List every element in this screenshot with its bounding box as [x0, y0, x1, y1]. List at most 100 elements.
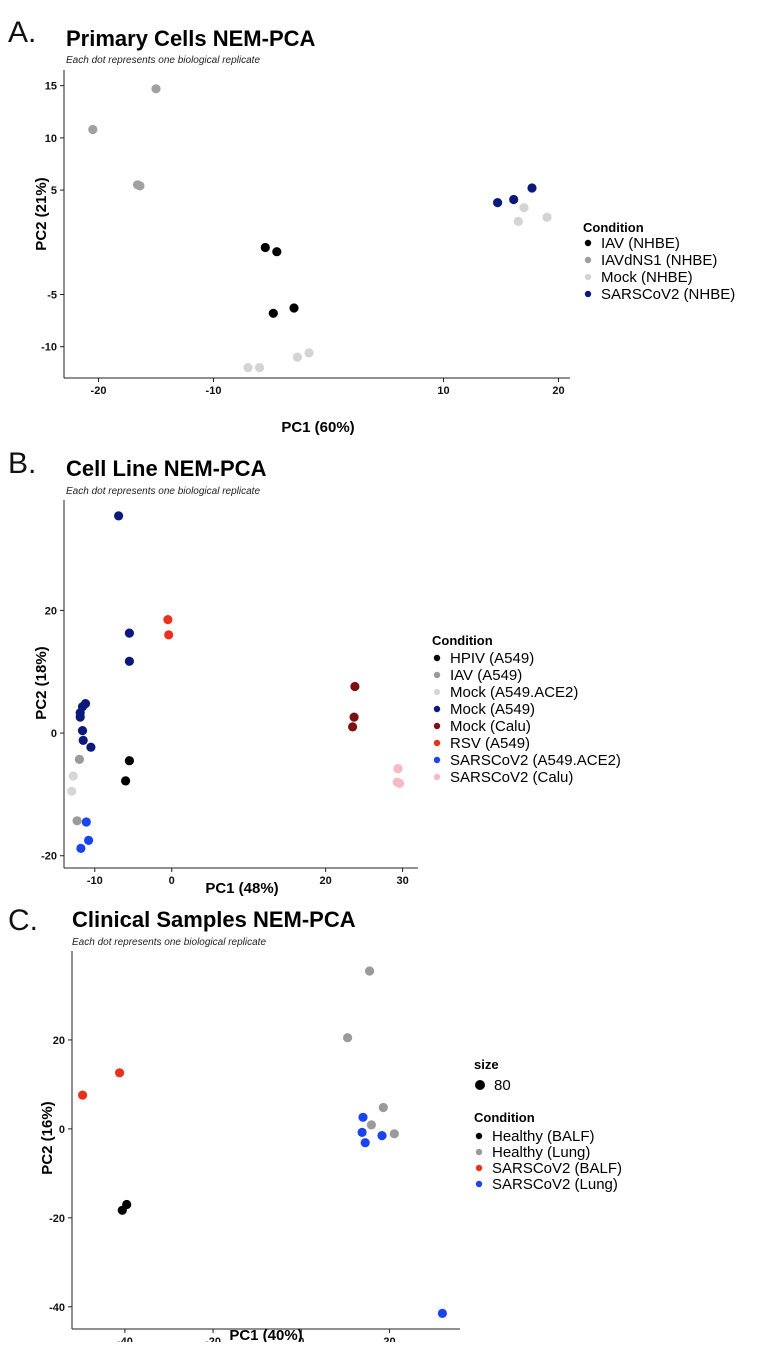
data-point — [88, 124, 98, 135]
data-point — [243, 363, 253, 373]
x-tick-label: -20 — [91, 385, 107, 397]
legend-marker — [475, 1180, 483, 1188]
legend-item-label: RSV (A549) — [450, 735, 530, 752]
data-point — [272, 247, 282, 257]
legend-item-label: HPIV (A549) — [450, 650, 534, 667]
y-axis-label: PC2 (21%) — [33, 177, 50, 250]
data-point — [124, 656, 134, 666]
y-tick-label: 20 — [53, 1035, 65, 1047]
y-tick-label: 0 — [59, 1124, 65, 1136]
data-point — [349, 712, 359, 722]
data-point — [254, 363, 265, 373]
legend-size-value: 80 — [494, 1077, 511, 1094]
data-point — [377, 1131, 387, 1141]
data-point — [348, 722, 358, 732]
x-tick-label: 20 — [383, 1336, 395, 1342]
legend-size-title: size — [474, 1057, 499, 1072]
x-tick-label: 30 — [396, 875, 408, 887]
legend-marker — [433, 705, 441, 713]
data-point — [67, 786, 77, 796]
legend-marker — [584, 239, 592, 247]
legend-item-label: SARSCoV2 (NHBE) — [601, 286, 735, 303]
data-point — [304, 348, 314, 358]
data-point — [81, 817, 91, 827]
legend-marker — [584, 290, 592, 298]
data-point — [509, 194, 519, 205]
x-axis-label: PC1 (48%) — [205, 880, 278, 897]
data-point — [350, 681, 360, 692]
data-point — [527, 183, 537, 193]
data-point — [74, 754, 84, 765]
legend-item-label: Mock (Calu) — [450, 718, 531, 735]
data-point — [394, 778, 405, 789]
legend-item-label: SARSCoV2 (A549.ACE2) — [450, 752, 621, 769]
chart-subtitle: Each dot represents one biological repli… — [66, 486, 260, 497]
data-point — [122, 1199, 132, 1210]
y-tick-label: -20 — [41, 851, 57, 863]
x-tick-label: -10 — [206, 385, 222, 397]
legend-item-label: Mock (A549.ACE2) — [450, 684, 578, 701]
data-point — [513, 216, 523, 226]
y-tick-label: 5 — [51, 185, 57, 197]
data-point — [289, 303, 299, 313]
data-point — [151, 84, 161, 94]
data-point — [114, 511, 124, 521]
data-point — [124, 628, 134, 638]
data-point — [343, 1033, 353, 1043]
x-tick-label: 0 — [169, 875, 175, 887]
legend-marker — [584, 273, 592, 281]
x-tick-label: -10 — [87, 875, 103, 887]
y-tick-label: -20 — [49, 1213, 65, 1225]
chart-title: Clinical Samples NEM-PCA — [72, 907, 356, 932]
x-axis-label: PC1 (60%) — [281, 419, 354, 436]
legend-marker — [433, 756, 441, 764]
x-tick-label: 10 — [437, 385, 449, 397]
legend-item-label: Healthy (BALF) — [492, 1128, 595, 1145]
data-point — [121, 776, 131, 786]
x-axis-label: PC1 (40%) — [229, 1327, 302, 1342]
y-tick-label: 20 — [45, 605, 57, 617]
data-point — [393, 764, 403, 774]
data-point — [357, 1127, 367, 1137]
legend-title: Condition — [474, 1110, 535, 1125]
y-tick-label: 15 — [45, 81, 57, 93]
legend-item-label: SARSCoV2 (Lung) — [492, 1176, 618, 1193]
data-point — [292, 352, 302, 362]
y-tick-label: -10 — [41, 342, 57, 354]
data-point — [76, 843, 86, 854]
legend-title: Condition — [583, 220, 644, 235]
legend-item-label: SARSCoV2 (Calu) — [450, 769, 573, 786]
data-point — [493, 198, 503, 208]
data-point — [378, 1102, 388, 1113]
legend-item-label: Mock (NHBE) — [601, 269, 693, 286]
x-tick-label: -20 — [205, 1336, 221, 1342]
legend-marker — [433, 773, 441, 781]
legend-marker — [433, 688, 441, 696]
data-point — [360, 1138, 370, 1148]
legend-marker — [475, 1132, 483, 1140]
x-tick-label: -40 — [117, 1336, 133, 1342]
legend-marker — [433, 671, 441, 679]
legend-item-label: IAV (A549) — [450, 667, 522, 684]
data-point — [78, 1090, 88, 1100]
data-point — [389, 1129, 399, 1139]
data-point — [68, 771, 78, 781]
chart-title: Cell Line NEM-PCA — [66, 456, 267, 481]
y-tick-label: 0 — [51, 728, 57, 740]
data-point — [542, 212, 552, 222]
legend-title: Condition — [432, 633, 493, 648]
legend-marker — [433, 739, 441, 747]
data-point — [75, 712, 85, 722]
data-point — [72, 816, 82, 826]
y-axis-label: PC2 (18%) — [33, 646, 50, 719]
legend-marker — [433, 654, 441, 662]
data-point — [124, 756, 134, 766]
y-tick-label: -40 — [49, 1302, 65, 1314]
legend-size-marker — [475, 1080, 485, 1090]
panel-letter: C. — [8, 904, 38, 937]
data-point — [366, 1120, 376, 1130]
legend-item-label: SARSCoV2 (BALF) — [492, 1160, 622, 1177]
legend-marker — [584, 256, 592, 264]
data-point — [163, 615, 173, 625]
